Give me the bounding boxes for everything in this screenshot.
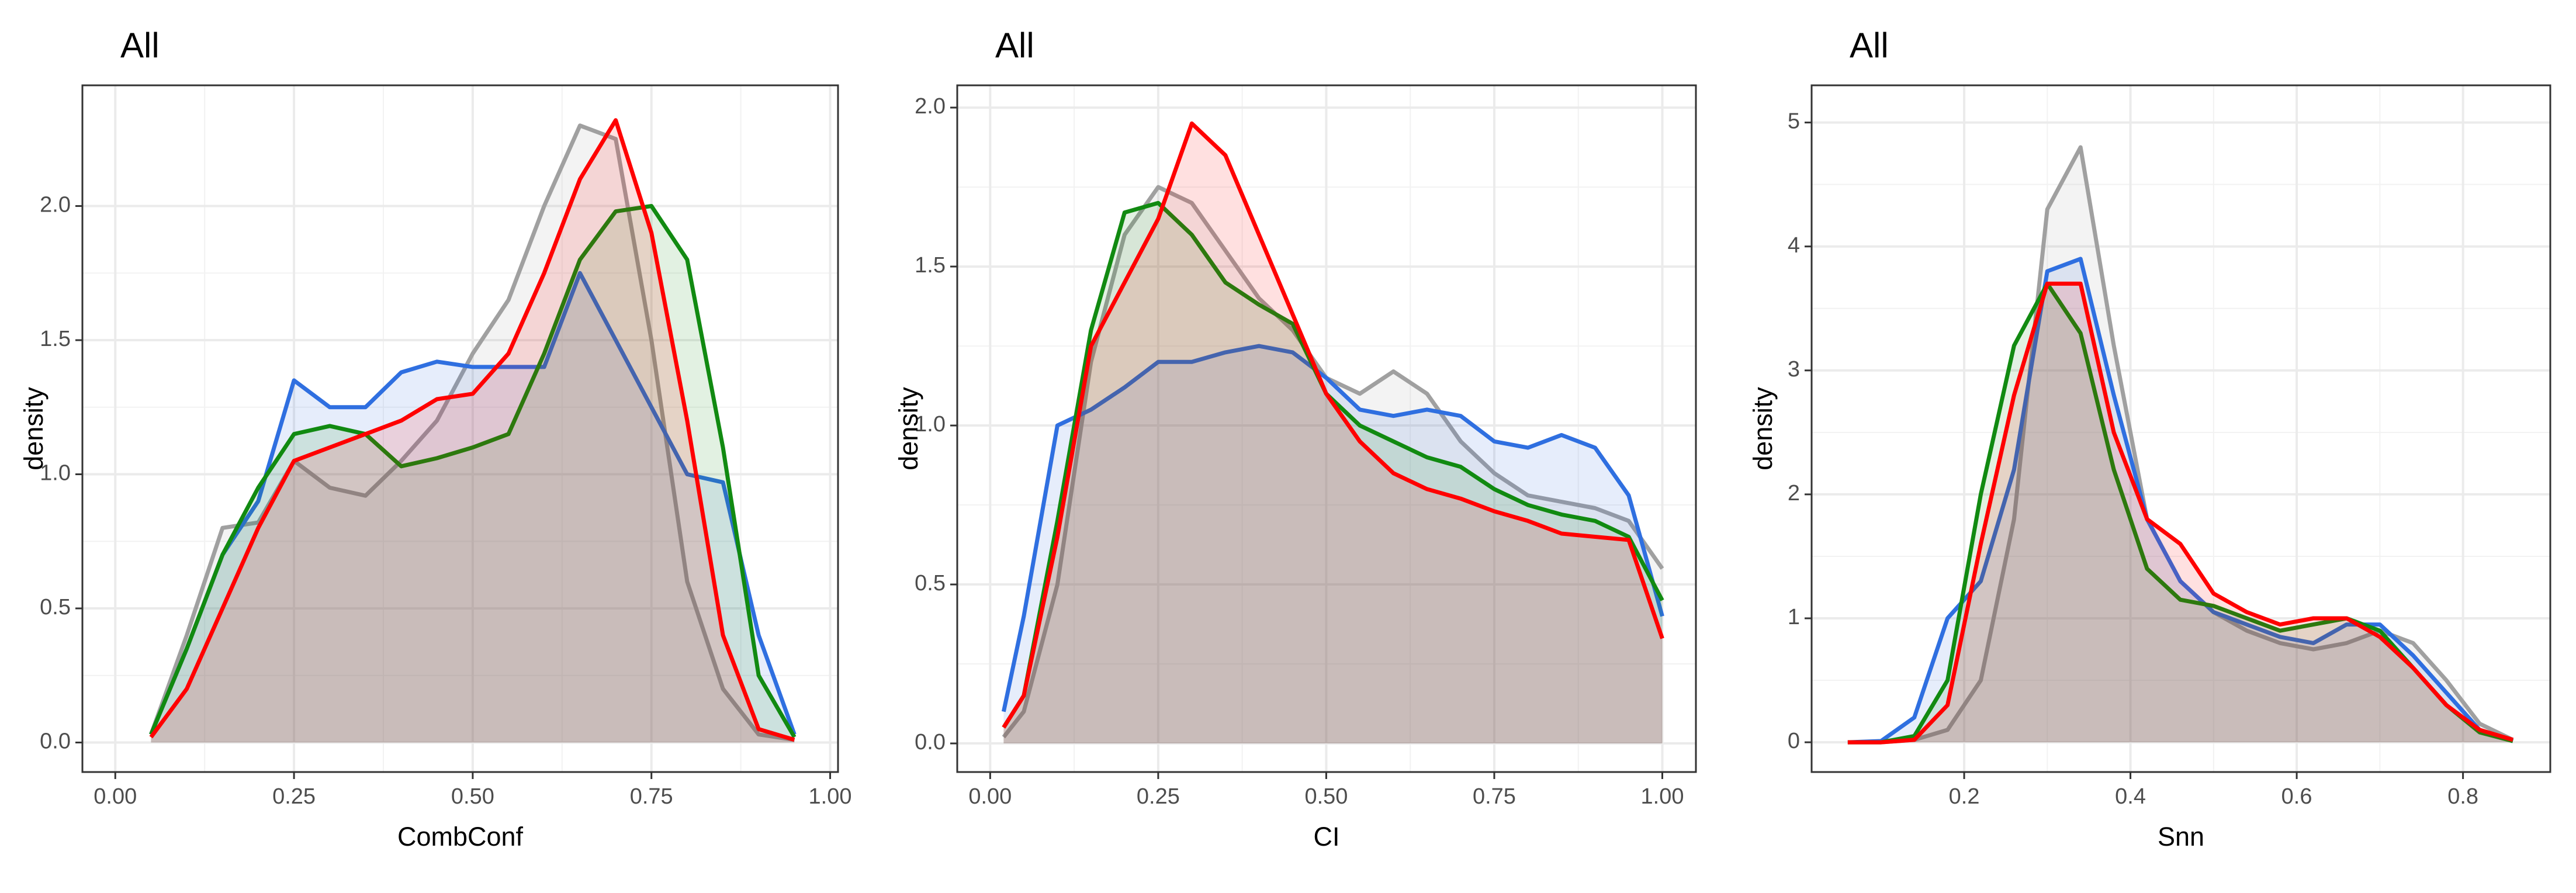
x-tick-label: 0.50 — [1304, 784, 1348, 809]
y-tick-label: 2.0 — [915, 94, 946, 119]
y-tick-label: 0.5 — [40, 595, 71, 619]
y-tick-label: 1.0 — [915, 412, 946, 437]
x-tick-label: 0.50 — [451, 784, 494, 809]
chart-title: All — [995, 26, 1034, 65]
y-tick-label: 1.0 — [40, 461, 71, 486]
density-line — [149, 118, 795, 742]
density-area — [1847, 147, 2513, 743]
y-axis-title: density — [19, 387, 49, 470]
density-area — [1003, 346, 1663, 743]
x-tick-label: 0.8 — [2447, 784, 2478, 809]
x-axis-title: CombConf — [397, 822, 524, 852]
y-tick-label: 0.5 — [915, 571, 946, 596]
x-tick-label: 1.00 — [1641, 784, 1684, 809]
x-tick-label: 0.00 — [968, 784, 1012, 809]
density-area — [1003, 187, 1663, 744]
density-line — [1001, 344, 1664, 712]
x-tick-label: 0.25 — [1137, 784, 1180, 809]
y-axis-title: density — [1748, 387, 1778, 470]
density-line — [149, 204, 797, 739]
x-tick-label: 0.25 — [272, 784, 316, 809]
y-tick-label: 2 — [1788, 481, 1800, 506]
y-tick-label: 4 — [1788, 233, 1800, 258]
density-area — [151, 273, 795, 743]
x-tick-label: 0.6 — [2281, 784, 2312, 809]
panel: 0.2 0.4 0.6 0.8 0 1 2 3 4 5 All Snn density — [1748, 26, 2551, 852]
y-tick-label: 1.5 — [915, 253, 946, 278]
x-tick-label: 1.00 — [809, 784, 852, 809]
y-tick-label: 3 — [1788, 357, 1800, 382]
panel-border — [81, 84, 839, 773]
x-tick-label: 0.75 — [1473, 784, 1516, 809]
density-line — [1847, 257, 2514, 745]
chart-title: All — [1850, 26, 1889, 65]
panel: 0.00 0.25 0.50 0.75 1.00 0.0 0.5 1.0 1.5 2.0 All CI… — [894, 26, 1697, 852]
x-tick-label: 0.2 — [1949, 784, 1980, 809]
density-line — [149, 271, 797, 736]
density-line — [1002, 121, 1664, 729]
density-area — [151, 120, 795, 743]
panel: 0.00 0.25 0.50 0.75 1.00 0.0 0.5 1.0 1.5 2.0 All Co… — [19, 26, 852, 852]
x-tick-label: 0.4 — [2115, 784, 2146, 809]
density-area — [1003, 203, 1663, 743]
density-area — [151, 125, 795, 743]
density-line — [1847, 281, 2514, 745]
density-area — [151, 206, 795, 743]
chart-title: All — [120, 26, 160, 65]
y-tick-label: 1 — [1788, 605, 1800, 629]
density-area — [1003, 123, 1663, 743]
y-tick-label: 0.0 — [40, 729, 71, 754]
x-tick-label: 0.00 — [94, 784, 137, 809]
x-tick-label: 0.75 — [630, 784, 673, 809]
density-line — [149, 123, 795, 742]
panel-border — [956, 84, 1697, 773]
x-axis-title: CI — [1314, 822, 1340, 852]
x-axis-title: Snn — [2158, 822, 2204, 852]
y-axis-title: density — [894, 387, 923, 470]
y-tick-label: 0.0 — [915, 730, 946, 754]
y-tick-label: 2.0 — [40, 193, 71, 217]
y-tick-label: 0 — [1788, 729, 1800, 753]
y-tick-label: 1.5 — [40, 327, 71, 351]
density-area — [1847, 258, 2513, 743]
y-tick-label: 5 — [1788, 109, 1800, 134]
panel-border — [1810, 84, 2551, 773]
